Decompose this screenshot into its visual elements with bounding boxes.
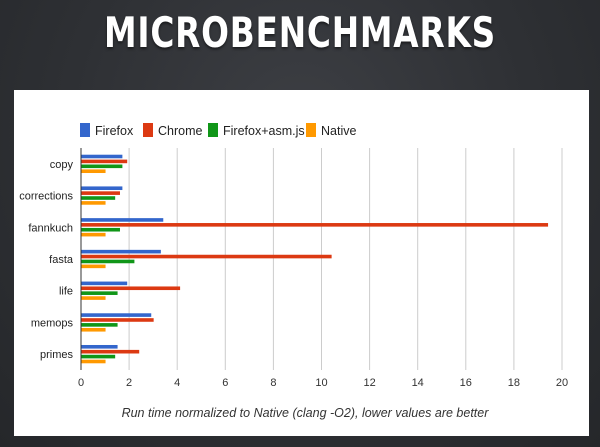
x-tick-label: 16	[460, 377, 472, 389]
bar-memops-native	[81, 327, 106, 332]
bar-corrections-firefox	[81, 186, 123, 191]
category-label-corrections: corrections	[19, 191, 73, 203]
legend-swatch-native	[306, 123, 316, 137]
chart-bars	[81, 154, 549, 364]
legend-label-chrome: Chrome	[158, 124, 203, 138]
x-tick-label: 10	[315, 377, 327, 389]
x-tick-label: 18	[508, 377, 520, 389]
chart-legend: Firefox Chrome Firefox+asm.js Native	[80, 123, 356, 138]
category-label-copy: copy	[50, 159, 74, 171]
bar-fasta-firefox-asm-js	[81, 259, 135, 264]
x-axis-label: Run time normalized to Native (clang -O2…	[122, 406, 490, 420]
bar-life-firefox	[81, 281, 128, 286]
bar-fasta-firefox	[81, 249, 161, 254]
x-tick-label: 2	[126, 377, 132, 389]
x-tick-label: 6	[222, 377, 228, 389]
bar-fannkuch-firefox	[81, 218, 164, 222]
category-label-primes: primes	[40, 349, 74, 361]
bar-corrections-native	[81, 201, 106, 205]
bar-life-native	[81, 296, 106, 300]
chart-grid	[80, 148, 563, 370]
slide-title: MICROBENCHMARKS	[104, 8, 496, 57]
chart-panel: Firefox Chrome Firefox+asm.js Native copy co…	[14, 90, 589, 436]
category-label-life: life	[59, 286, 73, 298]
legend-swatch-chrome	[143, 123, 153, 137]
x-tick-label: 14	[412, 377, 424, 389]
bar-corrections-chrome	[81, 191, 120, 195]
x-tick-labels: 0 2 4 6 8 10 12 14 16 18 20	[78, 377, 568, 389]
category-label-fannkuch: fannkuch	[28, 222, 73, 234]
legend-swatch-firefox	[80, 123, 90, 137]
bar-fannkuch-chrome	[81, 223, 549, 227]
bar-memops-firefox	[81, 313, 152, 317]
bar-corrections-firefox-asm-js	[81, 196, 116, 200]
bar-chart: Firefox Chrome Firefox+asm.js Native copyco…	[19, 123, 568, 420]
legend-swatch-firefox-asm-js	[208, 123, 218, 137]
bar-fasta-chrome	[81, 254, 332, 259]
legend-label-firefox: Firefox	[95, 124, 134, 138]
bar-copy-firefox-asm-js	[81, 164, 123, 169]
x-tick-label: 12	[363, 377, 375, 389]
category-label-fasta: fasta	[49, 254, 74, 266]
bar-life-chrome	[81, 286, 181, 291]
bar-primes-chrome	[81, 349, 140, 354]
legend-label-native: Native	[321, 124, 356, 138]
bar-fasta-native	[81, 264, 106, 269]
bar-fannkuch-native	[81, 232, 106, 237]
bar-primes-firefox	[81, 344, 118, 349]
bar-life-firefox-asm-js	[81, 291, 118, 295]
bar-copy-firefox	[81, 154, 123, 159]
bar-copy-chrome	[81, 159, 128, 164]
bar-memops-firefox-asm-js	[81, 323, 118, 327]
category-labels: copy corrections fannkuch fasta life memops pr…	[19, 159, 74, 361]
x-tick-label: 8	[270, 377, 276, 389]
bar-memops-chrome	[81, 318, 154, 322]
legend-label-firefox-asm-js: Firefox+asm.js	[223, 124, 305, 138]
category-label-memops: memops	[31, 317, 74, 329]
bar-primes-firefox-asm-js	[81, 354, 116, 359]
x-tick-label: 4	[174, 377, 180, 389]
bar-copy-native	[81, 169, 106, 174]
bar-fannkuch-firefox-asm-js	[81, 227, 120, 232]
x-tick-label: 0	[78, 377, 84, 389]
x-tick-label: 20	[556, 377, 568, 389]
bar-primes-native	[81, 359, 106, 364]
